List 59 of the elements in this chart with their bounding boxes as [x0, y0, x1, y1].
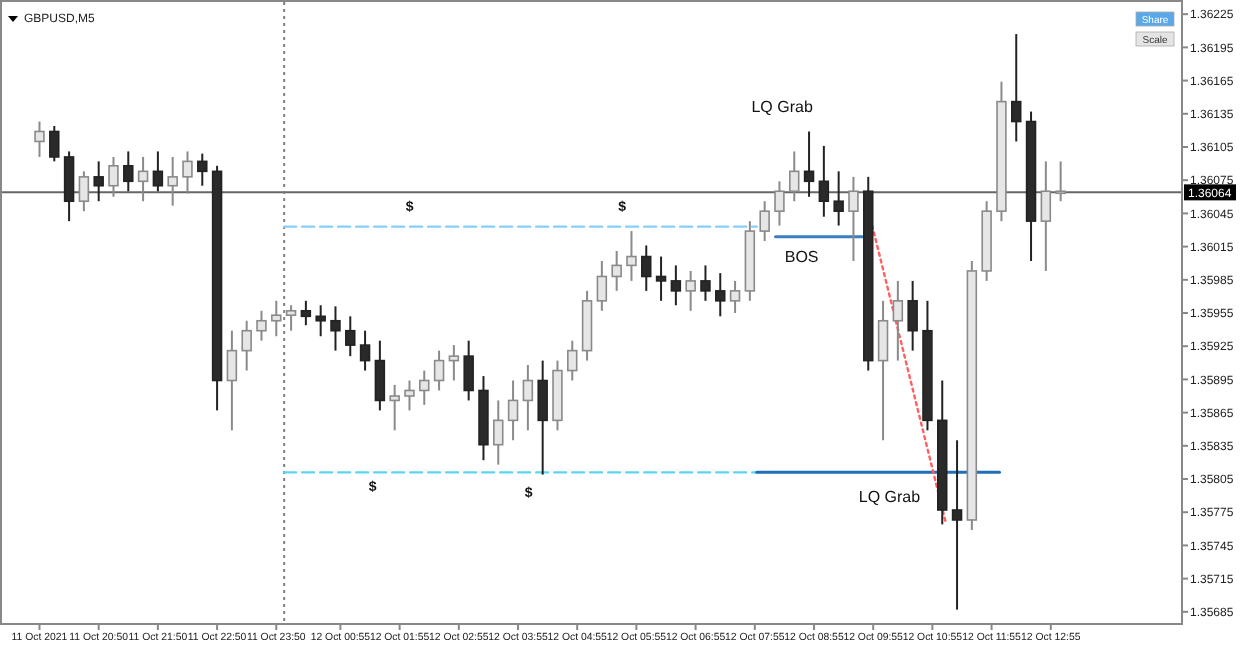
- candlestick: [700, 264, 711, 302]
- candlestick: [93, 160, 104, 203]
- candlestick: [729, 279, 741, 314]
- candlestick: [78, 170, 90, 213]
- candlestick: [226, 329, 238, 432]
- candlestick: [300, 299, 312, 327]
- candlestick: [803, 130, 815, 198]
- candlestick: [330, 305, 341, 352]
- candlestick: [951, 439, 963, 611]
- candlestick: [389, 383, 400, 432]
- candlestick: [197, 152, 208, 187]
- candlestick: [833, 170, 844, 227]
- candlestick: [49, 124, 60, 163]
- candlestick: [1011, 33, 1022, 143]
- candlestick: [493, 399, 504, 466]
- candlestick: [1055, 160, 1066, 203]
- candlestick: [907, 279, 918, 352]
- candlestick: [108, 155, 119, 198]
- candlestick: [374, 339, 386, 412]
- candlestick: [655, 255, 667, 302]
- candlestick: [419, 369, 430, 406]
- candlestick: [611, 250, 622, 292]
- candlestick: [256, 309, 267, 342]
- candlestick: [892, 279, 904, 362]
- candlestick: [596, 259, 608, 312]
- candlestick: [670, 264, 682, 307]
- candlestick: [715, 272, 726, 318]
- candlestick: [359, 329, 371, 372]
- candlestick: [34, 120, 45, 158]
- candlestick: [537, 359, 548, 476]
- candlestick: [404, 379, 415, 412]
- candlestick: [522, 364, 534, 432]
- candlestick: [315, 304, 326, 338]
- candlestick: [567, 339, 578, 382]
- candlestick: [789, 150, 800, 203]
- candlestick: [848, 175, 859, 262]
- candlestick: [182, 150, 193, 195]
- candlestick: [685, 269, 696, 312]
- candlestick: [123, 150, 134, 193]
- candlestick: [818, 144, 830, 218]
- candlestick: [507, 379, 519, 442]
- candlestick: [167, 155, 178, 207]
- candlestick: [448, 344, 460, 382]
- annotation: LQ Grab: [751, 97, 814, 116]
- candlestick: [774, 180, 785, 227]
- candlestick: [1040, 160, 1052, 272]
- candlestick: [345, 315, 356, 358]
- candlestick: [463, 339, 474, 402]
- candlestick: [63, 150, 75, 223]
- candlestick: [626, 230, 637, 282]
- annotation: LQ Grab: [858, 487, 922, 506]
- candlestick: [137, 155, 149, 203]
- candlestick: [641, 244, 652, 292]
- candlestick: [241, 319, 252, 372]
- candlestick: [877, 299, 889, 442]
- candlestick: [152, 150, 164, 193]
- annotation: BOS: [784, 247, 819, 266]
- candlestick: [433, 349, 445, 392]
- candlestick: [759, 200, 770, 243]
